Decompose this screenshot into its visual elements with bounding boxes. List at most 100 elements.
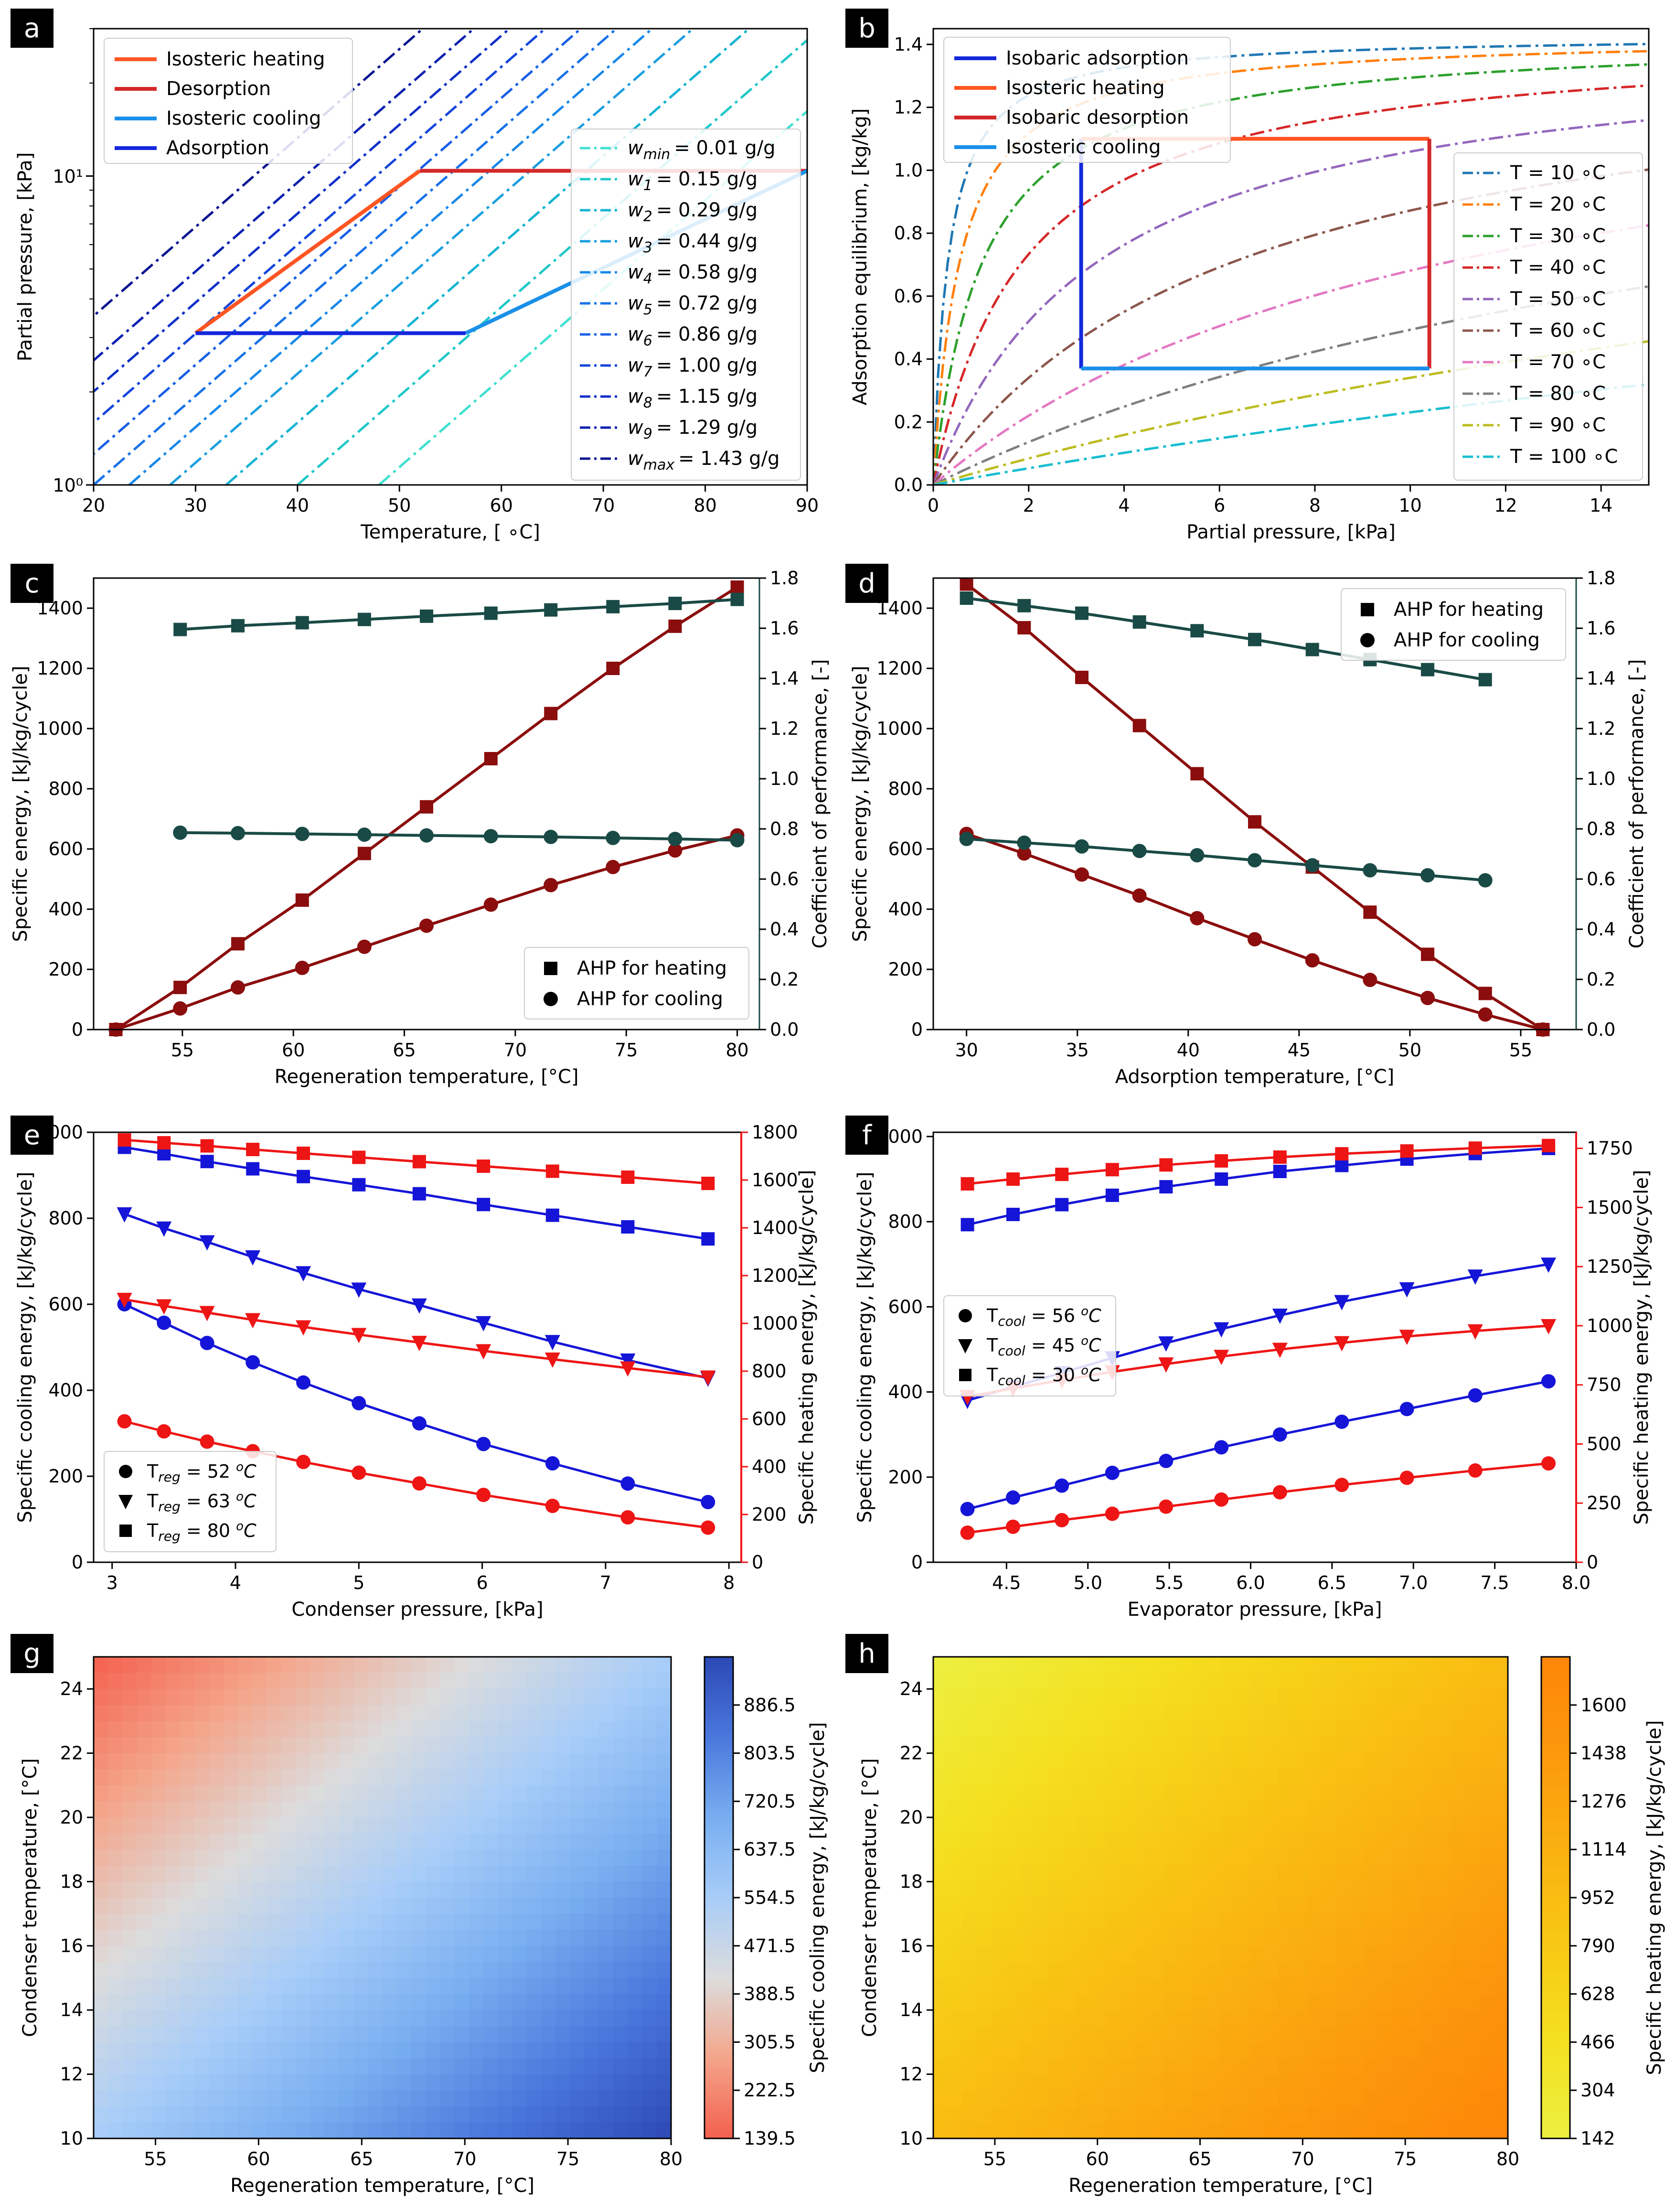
heatmap-cell	[948, 2026, 963, 2043]
heatmap-cell	[151, 2026, 167, 2043]
heatmap-cell	[1493, 1769, 1508, 1786]
heatmap-cell	[584, 1769, 599, 1786]
heatmap-cell	[526, 1737, 542, 1754]
heatmap-cell	[1335, 1721, 1351, 1738]
heatmap-cell	[598, 1881, 614, 1898]
heatmap-cell	[339, 2042, 354, 2059]
heatmap-cell	[1464, 1978, 1480, 1995]
legend-box	[104, 1451, 277, 1552]
heatmap-cell	[281, 2010, 297, 2027]
heatmap-cell	[613, 2042, 629, 2059]
heatmap-cell	[584, 1930, 599, 1946]
heatmap-cell	[1249, 1865, 1264, 1882]
heatmap-cell	[224, 1673, 239, 1690]
y-axis-label: Specific cooling energy, [kJ/kg/cycle]	[854, 1172, 876, 1523]
heatmap-cell	[339, 1978, 354, 1995]
heatmap-cell	[1263, 1657, 1279, 1674]
heatmap-cell	[584, 1898, 599, 1914]
heatmap-cell	[339, 1673, 354, 1690]
heatmap-cell	[1407, 1705, 1422, 1722]
legend-label: T = 30 ∘C	[1510, 225, 1606, 247]
colorbar-step	[704, 1881, 733, 1886]
heatmap-cell	[1450, 1769, 1465, 1786]
heatmap-cell	[1306, 2058, 1322, 2075]
heatmap-cell	[483, 1865, 499, 1882]
heatmap-cell	[613, 1945, 629, 1963]
heatmap-cell	[1249, 2042, 1264, 2059]
heatmap-cell	[642, 1657, 657, 1674]
heatmap-cell	[469, 2026, 484, 2043]
heatmap-cell	[194, 1721, 210, 1738]
heatmap-cell	[324, 1913, 340, 1931]
heatmap-cell	[1206, 1833, 1221, 1850]
heatmap-cell	[1249, 1913, 1264, 1931]
heatmap-cell	[1393, 1865, 1408, 1882]
heatmap-cell	[1091, 2074, 1106, 2091]
heatmap-cell	[1077, 1994, 1092, 2011]
legend-subscript: 8	[643, 395, 652, 411]
heatmap-cell	[1134, 1898, 1150, 1914]
heatmap-cell	[498, 2026, 513, 2043]
y-tick-label: 16	[60, 1935, 83, 1956]
colorbar-step	[704, 1901, 733, 1906]
legend-label: Isosteric heating	[1006, 77, 1165, 99]
heatmap-cell	[1077, 2106, 1092, 2123]
heatmap-cell	[526, 1673, 542, 1690]
heatmap-cell	[991, 1865, 1006, 1882]
colorbar-step	[1541, 1845, 1570, 1850]
heatmap-cell	[209, 2058, 224, 2075]
heatmap-cell	[426, 1849, 441, 1866]
heatmap-cell	[1464, 1817, 1480, 1834]
colorbar-step	[704, 1661, 733, 1665]
legend-superscript: o	[1081, 1334, 1089, 1348]
heatmap-cell	[1421, 1994, 1437, 2011]
heatmap-cell	[324, 1721, 340, 1738]
heatmap-cell	[1263, 2106, 1279, 2123]
heatmap-cell	[224, 1657, 239, 1674]
heatmap-cell	[1306, 1657, 1322, 1674]
heatmap-cell	[382, 2058, 397, 2075]
heatmap-cell	[570, 1673, 585, 1690]
data-point	[701, 1495, 715, 1509]
heatmap-cell	[483, 1705, 499, 1722]
heatmap-cell	[933, 1705, 949, 1722]
heatmap-cell	[991, 1881, 1006, 1898]
heatmap-cell	[483, 1833, 499, 1850]
heatmap-cell	[411, 1978, 427, 1995]
heatmap-cell	[1378, 1785, 1394, 1802]
heatmap-cell	[281, 1801, 297, 1818]
heatmap-cell	[642, 1945, 657, 1963]
colorbar-step	[1541, 1721, 1570, 1726]
heatmap-cell	[1364, 1817, 1379, 1834]
heatmap-cell	[368, 2090, 383, 2107]
heatmap-cell	[94, 1769, 109, 1786]
heatmap-cell	[1149, 2042, 1164, 2059]
heatmap-cell	[976, 2122, 992, 2139]
heatmap-cell	[224, 1994, 239, 2011]
heatmap-cell	[1364, 1801, 1379, 1818]
series-line	[966, 838, 1485, 882]
heatmap-cell	[267, 1673, 282, 1690]
colorbar-step	[1541, 1669, 1570, 1674]
heatmap-cell	[454, 1978, 470, 1995]
heatmap-cell	[1493, 2106, 1508, 2123]
data-point	[1420, 868, 1435, 883]
heatmap-cell	[194, 1913, 210, 1931]
heatmap-cell	[1407, 1769, 1422, 1786]
heatmap-cell	[296, 2122, 311, 2139]
heatmap-cell	[209, 1689, 224, 1706]
heatmap-cell	[526, 1898, 542, 1914]
heatmap-cell	[1364, 1865, 1379, 1882]
heatmap-cell	[368, 1865, 383, 1882]
heatmap-cell	[483, 2122, 499, 2139]
heatmap-cell	[570, 2042, 585, 2059]
y-tick-label: 14	[60, 1999, 83, 2020]
panel-h-chart: 55 60 65 70 75 801012141618202224Regeneration…	[859, 1656, 1665, 2197]
heatmap-cell	[252, 2106, 267, 2123]
heatmap-cell	[310, 1978, 325, 1995]
heatmap-cell	[962, 1817, 977, 1834]
heatmap-cell	[1192, 1962, 1207, 1978]
heatmap-cell	[1220, 1657, 1236, 1674]
colorbar-step	[1541, 1922, 1570, 1926]
y2-tick-label: 0.6	[770, 869, 799, 890]
